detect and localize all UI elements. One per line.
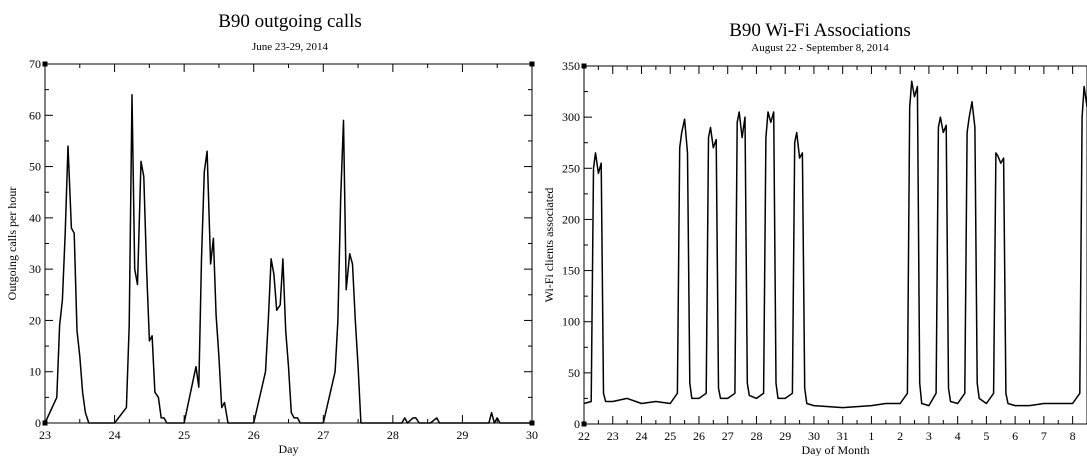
- chart-title: B90 outgoing calls: [218, 11, 362, 32]
- y-tick-label: 70: [29, 57, 41, 71]
- y-tick-label: 50: [29, 160, 41, 174]
- x-tick-label: 23: [607, 429, 619, 443]
- x-tick-label: 3: [926, 429, 932, 443]
- y-axis-label: Wi-Fi clients associated: [542, 188, 556, 303]
- x-tick-label: 8: [1070, 429, 1076, 443]
- outgoing-calls-chart: B90 outgoing calls June 23-29, 2014 23 24 25…: [0, 0, 540, 456]
- x-tick-label: 30: [526, 428, 538, 442]
- y-tick-label: 150: [562, 264, 580, 278]
- x-axis-label: Day of Month: [802, 443, 870, 456]
- x-tick-label: 4: [955, 429, 961, 443]
- x-tick-label: 27: [722, 429, 734, 443]
- x-tick-label: 26: [248, 428, 260, 442]
- x-tick-label: 27: [317, 428, 329, 442]
- y-tick-label: 300: [562, 110, 580, 124]
- y-tick-label: 30: [29, 262, 41, 276]
- y-tick-label: 250: [562, 161, 580, 175]
- x-tick-label: 6: [1012, 429, 1018, 443]
- x-tick-label: 2: [897, 429, 903, 443]
- x-tick-label: 25: [178, 428, 190, 442]
- y-tick-label: 100: [562, 315, 580, 329]
- chart-subtitle: August 22 - September 8, 2014: [751, 42, 889, 54]
- y-tick-label: 0: [35, 416, 41, 430]
- x-tick-label: 24: [109, 428, 121, 442]
- x-tick-label: 22: [578, 429, 590, 443]
- x-tick-label: 28: [750, 429, 762, 443]
- x-tick-label: 5: [983, 429, 989, 443]
- y-tick-label: 60: [29, 108, 41, 122]
- y-tick-label: 200: [562, 212, 580, 226]
- y-tick-label: 50: [568, 366, 580, 380]
- wifi-associations-chart: B90 Wi-Fi Associations August 22 - Septem…: [540, 0, 1087, 456]
- outgoing-calls-chart-svg: B90 outgoing calls June 23-29, 2014 23 24 25…: [5, 11, 538, 456]
- y-tick-label: 0: [574, 417, 580, 431]
- x-tick-label: 26: [693, 429, 705, 443]
- y-tick-label: 350: [562, 59, 580, 73]
- x-tick-label: 29: [456, 428, 468, 442]
- chart-subtitle: June 23-29, 2014: [252, 41, 329, 53]
- x-tick-label: 30: [808, 429, 820, 443]
- x-axis-label: Day: [279, 442, 299, 456]
- plot-frame: [583, 65, 1087, 425]
- y-axis-label: Outgoing calls per hour: [5, 187, 19, 301]
- series-line: [583, 80, 1087, 409]
- x-tick-label: 25: [664, 429, 676, 443]
- y-tick-label: 20: [29, 313, 41, 327]
- y-tick-label: 10: [29, 365, 41, 379]
- x-tick-label: 31: [837, 429, 849, 443]
- y-tick-label: 40: [29, 211, 41, 225]
- x-tick-label: 23: [39, 428, 51, 442]
- x-tick-label: 29: [779, 429, 791, 443]
- chart-title: B90 Wi-Fi Associations: [729, 20, 911, 41]
- x-tick-label: 28: [387, 428, 399, 442]
- series-line: [44, 94, 532, 424]
- x-tick-label: 24: [635, 429, 647, 443]
- x-tick-label: 1: [868, 429, 874, 443]
- x-tick-label: 7: [1041, 429, 1047, 443]
